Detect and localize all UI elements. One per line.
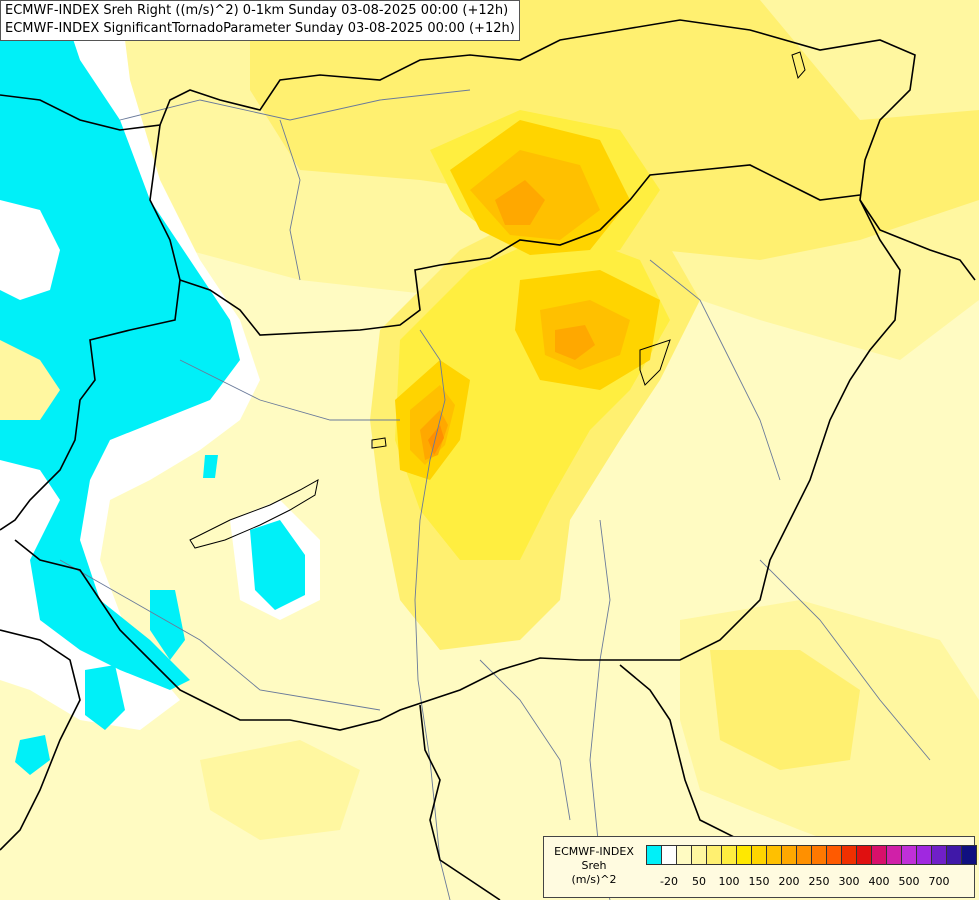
legend-swatch-9: [781, 845, 797, 865]
legend-tick-label: 50: [692, 875, 706, 888]
cyan-lake-area: [250, 520, 305, 610]
river-east: [649, 259, 781, 481]
legend-swatch-17: [901, 845, 917, 865]
legend-swatch-12: [826, 845, 842, 865]
title-line-2: ECMWF-INDEX SignificantTornadoParameter …: [5, 21, 515, 36]
legend-tick-label: 700: [928, 875, 950, 888]
lake-balaton: [189, 479, 319, 549]
legend-tick-label: 500: [898, 875, 920, 888]
legend-swatch-2: [676, 845, 692, 865]
legend-tick-label: 400: [868, 875, 890, 888]
country-borders: [0, 19, 976, 900]
legend-swatch-4: [706, 845, 722, 865]
river-danube: [414, 329, 451, 900]
cyan-patch-far-southwest: [15, 735, 50, 775]
river-south: [479, 659, 571, 821]
legend-swatch-6: [736, 845, 752, 865]
cyan-patch-south: [150, 590, 185, 660]
river-morava: [279, 119, 301, 281]
legend-title-line-2: Sreh: [581, 859, 607, 872]
legend-swatch-1: [661, 845, 677, 865]
legend-tick-label: -20: [660, 875, 678, 888]
cyan-area-west: [0, 0, 240, 690]
legend-tick-label: 100: [718, 875, 740, 888]
rivers: [59, 89, 931, 900]
legend-tick-label: 150: [748, 875, 770, 888]
legend-swatch-15: [871, 845, 887, 865]
border-west: [0, 124, 181, 531]
pale-yellow-southwest: [200, 740, 360, 840]
border-slovakia: [179, 164, 861, 336]
legend-tick-label: 300: [838, 875, 860, 888]
legend-title-line-3: (m/s)^2: [571, 873, 617, 886]
legend-tick-label: 200: [778, 875, 800, 888]
border-north: [0, 19, 976, 281]
legend-swatch-0: [646, 845, 662, 865]
orange-core-center: [555, 325, 595, 360]
lake-small: [371, 437, 387, 449]
legend-swatch-14: [856, 845, 872, 865]
legend-swatch-5: [721, 845, 737, 865]
white-patch-west: [0, 200, 60, 300]
river-drava: [59, 559, 381, 711]
legend-swatch-8: [766, 845, 782, 865]
legend-swatch-20: [946, 845, 962, 865]
cyan-patch-southwest: [85, 665, 125, 730]
yellow-southeast-core: [710, 650, 860, 770]
legend-swatch-13: [841, 845, 857, 865]
orange-core-north: [495, 180, 545, 225]
river-raba: [179, 359, 400, 421]
map-title-box: ECMWF-INDEX Sreh Right ((m/s)^2) 0-1km S…: [0, 0, 520, 41]
color-legend: ECMWF-INDEX Sreh (m/s)^2 -20 50 100 150 200 2…: [543, 836, 977, 898]
legend-title: ECMWF-INDEX Sreh (m/s)^2: [544, 845, 644, 887]
river-maros: [759, 559, 931, 761]
legend-swatch-11: [811, 845, 827, 865]
lakes: [189, 51, 806, 549]
legend-swatch-18: [916, 845, 932, 865]
legend-tick-label: 250: [808, 875, 830, 888]
reservoir-east: [639, 339, 671, 386]
lake-north: [791, 51, 806, 80]
legend-swatch-16: [886, 845, 902, 865]
legend-swatch-21: [961, 845, 977, 865]
border-hungary-south: [14, 199, 901, 731]
legend-swatch-10: [796, 845, 812, 865]
legend-swatch-3: [691, 845, 707, 865]
legend-swatches: [646, 845, 977, 865]
cyan-patch-small: [203, 455, 218, 478]
river-north: [119, 89, 471, 121]
title-line-1: ECMWF-INDEX Sreh Right ((m/s)^2) 0-1km S…: [5, 3, 509, 18]
pale-patch-west: [0, 340, 60, 420]
legend-ticks: -20 50 100 150 200 250 300 400 500 700: [646, 875, 976, 891]
border-croatia-bosnia: [0, 629, 81, 851]
border-croatia-serbia: [419, 704, 501, 900]
legend-title-line-1: ECMWF-INDEX: [554, 845, 634, 858]
legend-swatch-19: [931, 845, 947, 865]
legend-swatch-7: [751, 845, 767, 865]
orange-dark-core-west: [428, 425, 444, 455]
